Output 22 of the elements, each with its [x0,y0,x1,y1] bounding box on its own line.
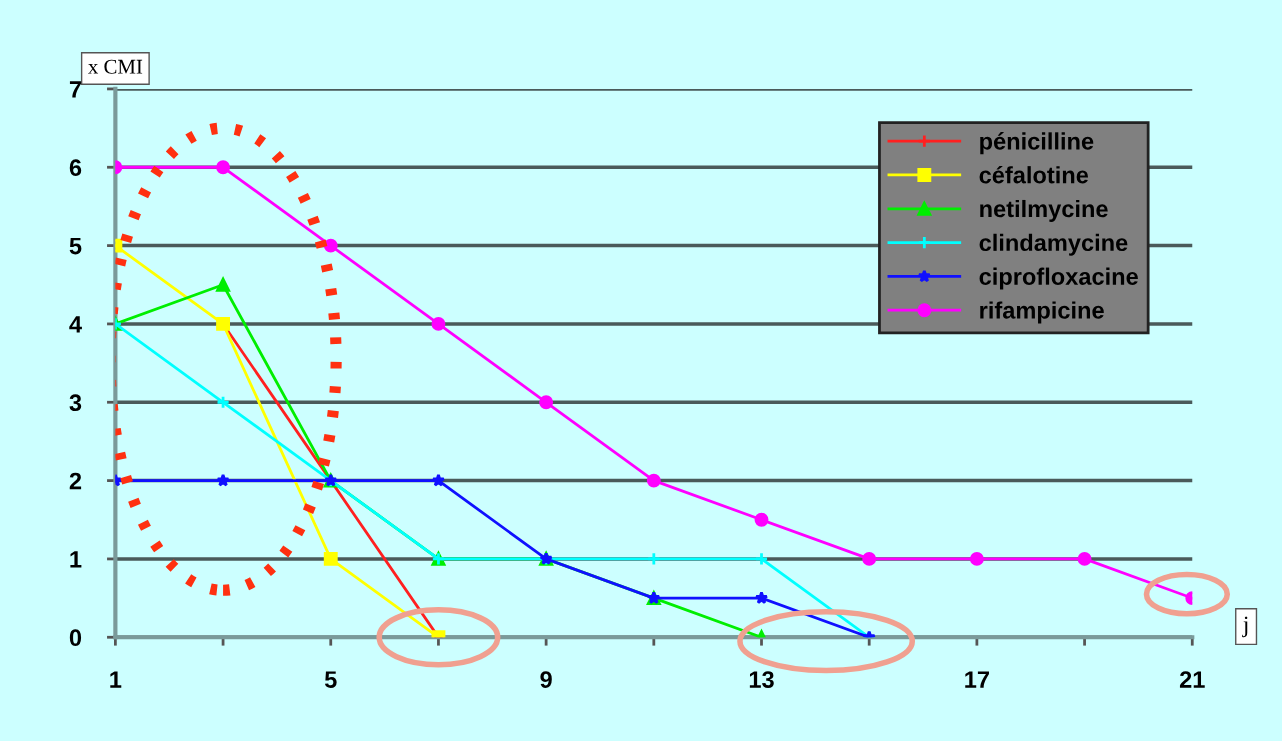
y-tick-label: 4 [69,316,82,333]
x-tick-label: 1 [110,671,122,688]
legend-label: netilmycine [980,199,1108,222]
y-tick-label: 6 [69,159,82,177]
x-tick-label: 5 [324,671,337,688]
y-tick-label: 3 [69,394,82,412]
x-tick-label: 9 [540,671,552,688]
y-tick-label: 0 [69,629,82,647]
legend-label: céfalotine [979,165,1089,184]
x-tick-label: 17 [965,671,989,688]
x-axis-title: j [1242,616,1248,638]
x-tick-label: 21 [1179,671,1205,688]
y-tick-label: 7 [69,81,82,98]
x-tick-label: 13 [749,671,774,688]
y-tick-label: 5 [69,237,82,255]
legend-label: rifampicine [980,301,1104,324]
y-tick-label: 2 [69,472,82,490]
y-axis-title: x CMI [88,59,143,74]
legend-label: clindamycine [979,233,1128,256]
legend-label: ciprofloxacine [979,267,1138,290]
y-tick-label: 1 [70,551,82,568]
legend-label: pénicilline [980,132,1094,155]
